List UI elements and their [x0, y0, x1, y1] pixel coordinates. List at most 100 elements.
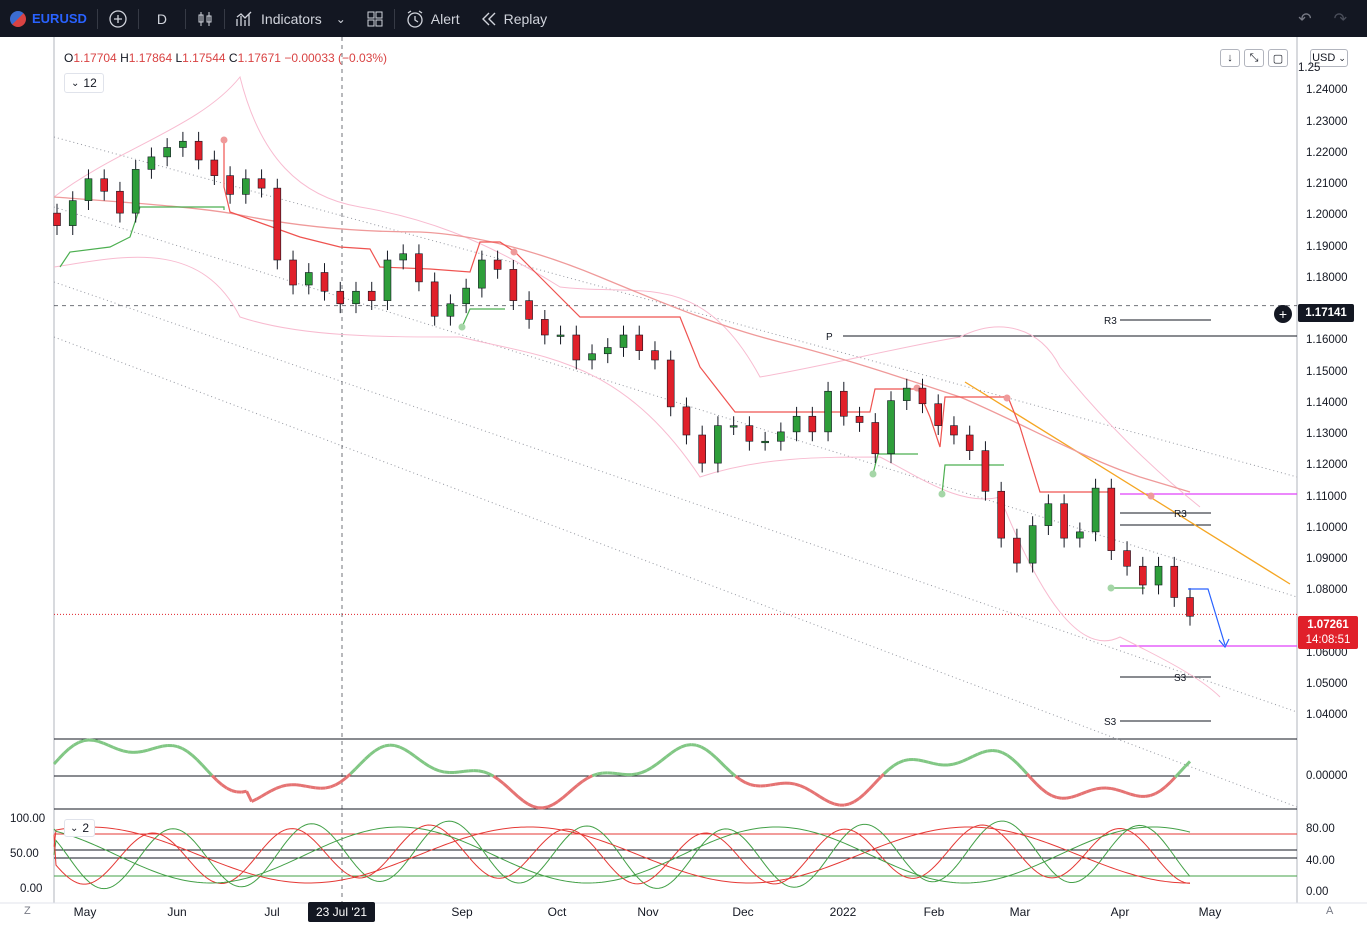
trend-flip-dot: [220, 136, 228, 144]
grid-layout-icon: [367, 11, 383, 26]
osc1-histogram-segment: [765, 783, 771, 788]
osc1-histogram-segment: [52, 757, 61, 766]
osc1-histogram-segment: [152, 745, 159, 751]
price-tick: 1.10000: [1306, 521, 1348, 534]
osc2-right-tick-40: 40.00: [1306, 855, 1335, 867]
candle-body: [53, 212, 61, 226]
osc1-histogram-segment: [1090, 787, 1097, 792]
osc1-histogram-segment: [887, 764, 895, 771]
osc1-histogram-segment: [808, 788, 816, 795]
chart-type-button[interactable]: [186, 0, 224, 37]
osc1-histogram-segment: [305, 784, 312, 789]
oscillator-count: 2: [82, 821, 90, 835]
osc1-histogram-segment: [408, 751, 416, 758]
auto-scale-button[interactable]: A: [1326, 905, 1334, 917]
osc1-histogram-segment: [339, 777, 347, 784]
last-price-label: 1.07261: [1298, 616, 1358, 634]
candle-body: [1060, 503, 1068, 539]
trend-flip-dot: [869, 470, 877, 478]
candle-body: [603, 347, 612, 355]
candle-body: [588, 353, 596, 361]
osc1-histogram-segment: [794, 782, 801, 787]
osc1-histogram-segment: [675, 745, 682, 751]
trend-flip-dot: [1003, 394, 1011, 402]
add-alert-plus-icon[interactable]: +: [1274, 305, 1292, 323]
alert-button[interactable]: Alert: [395, 0, 470, 37]
osc1-histogram-segment: [1169, 776, 1177, 784]
chevron-down-icon: ⌄: [1338, 52, 1346, 63]
osc1-histogram-segment: [349, 768, 357, 776]
osc1-histogram-segment: [1159, 785, 1167, 792]
candle-body: [383, 259, 392, 301]
price-tick: 1.09000: [1306, 553, 1348, 565]
chart-canvas[interactable]: [0, 37, 1367, 927]
candle-body: [462, 287, 470, 305]
osc1-histogram-segment: [359, 758, 367, 766]
undo-icon[interactable]: ↶: [1298, 10, 1312, 28]
templates-button[interactable]: [356, 0, 394, 37]
osc1-histogram-segment: [463, 769, 470, 773]
indicator-collapse-toggle[interactable]: ⌄ 12: [64, 73, 104, 93]
osc1-histogram-segment: [1085, 788, 1092, 794]
osc1-histogram-segment: [918, 758, 924, 763]
osc1-histogram-segment: [112, 745, 119, 751]
osc1-histogram-segment: [502, 782, 510, 790]
osc1-histogram-segment: [181, 747, 189, 753]
high-value: 1.17864: [128, 51, 173, 65]
candle-body: [572, 334, 581, 361]
indicators-button[interactable]: Indicators ⌄: [225, 0, 356, 37]
osc1-histogram-segment: [438, 769, 445, 774]
price-tick: 1.19000: [1306, 240, 1348, 253]
replay-button[interactable]: Replay: [470, 0, 558, 37]
osc1-histogram-segment: [724, 766, 732, 774]
currency-select[interactable]: USD ⌄: [1310, 49, 1348, 67]
redo-icon[interactable]: ↷: [1333, 10, 1347, 28]
osc1-histogram-segment: [597, 771, 603, 776]
zoom-corner-button[interactable]: Z: [24, 905, 31, 917]
osc1-histogram-segment: [611, 771, 618, 776]
osc1-histogram-segment: [957, 759, 964, 765]
osc1-histogram-segment: [744, 781, 751, 786]
osc1-histogram-segment: [867, 783, 875, 791]
currency-value: USD: [1312, 52, 1336, 64]
candle-body: [635, 334, 644, 351]
osc1-histogram-segment: [83, 738, 89, 743]
osc1-histogram-segment: [487, 772, 495, 778]
candle-body: [367, 290, 376, 301]
osc1-histogram-segment: [858, 793, 865, 800]
candle-body: [1154, 565, 1163, 586]
candle-body: [399, 253, 407, 261]
oscillator-collapse-toggle[interactable]: ⌄ 2: [64, 819, 96, 837]
alarm-clock-icon: [407, 9, 423, 28]
osc1-histogram-segment: [1046, 791, 1053, 797]
osc1-histogram-segment: [804, 786, 811, 792]
osc1-histogram-segment: [231, 789, 238, 794]
osc1-histogram-segment: [384, 743, 391, 748]
indicators-icon: [236, 11, 252, 26]
ohlc-legend: O1.17704 H1.17864 L1.17544 C1.17671 −0.0…: [64, 51, 387, 65]
osc1-histogram-segment: [853, 797, 860, 803]
osc1-histogram-segment: [903, 758, 909, 763]
osc1-histogram-segment: [1120, 789, 1127, 795]
symbol-search-button[interactable]: EURUSD: [0, 0, 97, 37]
compare-symbol-button[interactable]: [98, 0, 138, 37]
candle-body: [950, 425, 958, 436]
candle-body: [1091, 487, 1100, 533]
chevron-down-icon[interactable]: ⌄: [335, 11, 346, 26]
candle-body: [556, 334, 565, 337]
osc1-histogram-segment: [977, 750, 984, 756]
collapse-icon[interactable]: ⤡: [1244, 49, 1264, 67]
maximize-icon[interactable]: ▢: [1268, 49, 1288, 67]
osc1-histogram-segment: [734, 775, 742, 782]
osc1-histogram-segment: [517, 795, 525, 802]
chart-container[interactable]: O1.17704 H1.17864 L1.17544 C1.17671 −0.0…: [0, 37, 1367, 927]
move-down-icon[interactable]: ↓: [1220, 49, 1240, 67]
symbol-name: EURUSD: [32, 11, 87, 26]
osc1-histogram-segment: [270, 786, 277, 793]
candle-body: [273, 187, 282, 261]
osc1-histogram-segment: [641, 769, 648, 774]
interval-button[interactable]: D: [139, 0, 185, 37]
osc1-histogram-segment: [581, 776, 589, 783]
osc1-histogram-segment: [774, 782, 781, 786]
candle-body: [745, 425, 754, 442]
